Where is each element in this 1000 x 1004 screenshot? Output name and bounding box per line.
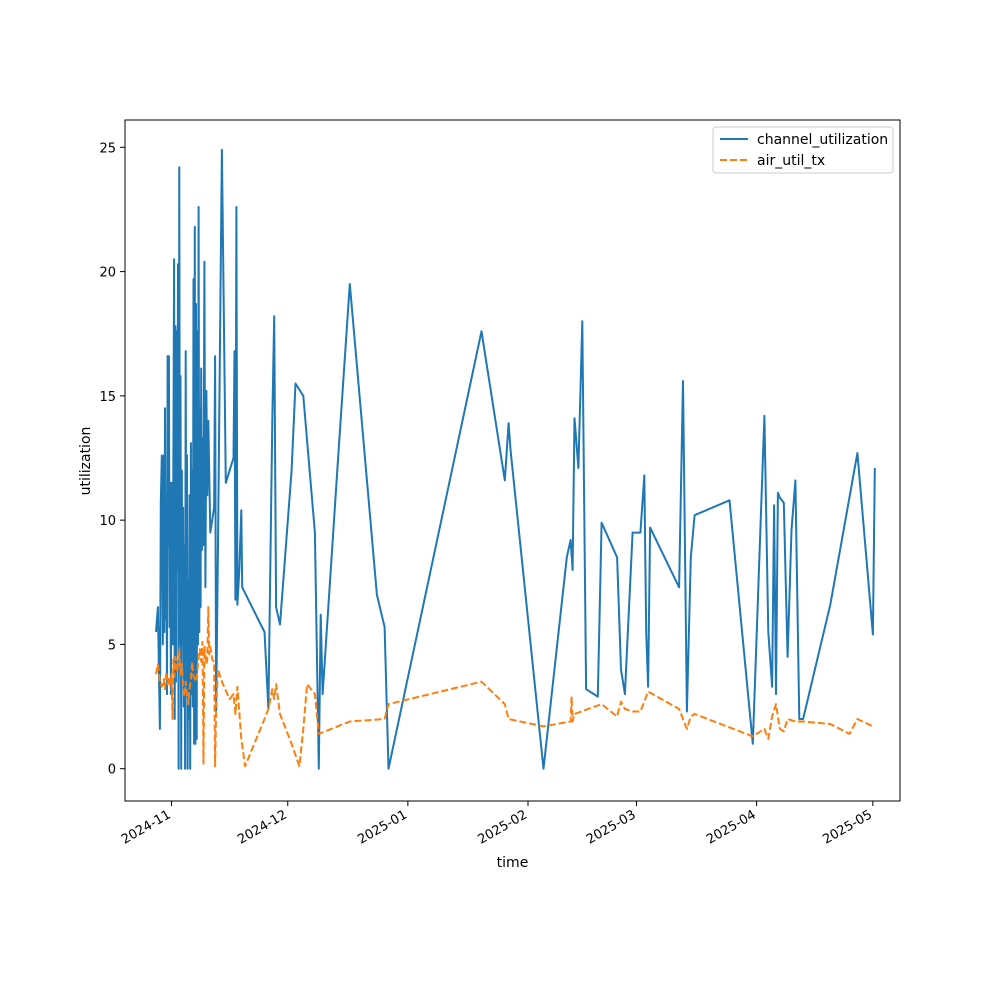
legend: channel_utilization air_util_tx bbox=[712, 126, 894, 174]
x-tick-label: 2025-01 bbox=[355, 807, 410, 847]
y-tick-label: 10 bbox=[99, 514, 116, 529]
y-tick-label: 20 bbox=[99, 266, 116, 281]
x-tick-label: 2025-04 bbox=[704, 807, 759, 847]
y-tick-label: 15 bbox=[99, 390, 116, 405]
y-axis-ticks: 0 5 10 15 20 25 bbox=[99, 141, 125, 778]
y-tick-label: 0 bbox=[108, 763, 116, 778]
y-tick-label: 25 bbox=[99, 141, 116, 156]
x-axis-title: time bbox=[497, 855, 529, 871]
legend-box bbox=[712, 126, 894, 174]
x-tick-label: 2025-03 bbox=[584, 807, 639, 847]
x-tick-label: 2024-11 bbox=[119, 807, 174, 847]
y-tick-label: 5 bbox=[108, 638, 116, 653]
x-axis-ticks: 2024-11 2024-12 2025-01 2025-02 2025-03 2025-… bbox=[119, 801, 875, 848]
plot-frame bbox=[124, 119, 901, 802]
series-line-air-util-tx bbox=[155, 606, 874, 768]
series-line-channel-utilization bbox=[155, 148, 876, 770]
x-tick-label: 2025-02 bbox=[475, 807, 530, 847]
x-tick-label: 2024-12 bbox=[235, 807, 290, 847]
y-axis-title: utilization bbox=[78, 427, 94, 496]
legend-label-channel-utilization: channel_utilization bbox=[757, 132, 888, 148]
legend-label-air-util-tx: air_util_tx bbox=[757, 153, 825, 169]
plot-area bbox=[124, 119, 901, 802]
x-tick-label: 2025-05 bbox=[820, 807, 875, 847]
